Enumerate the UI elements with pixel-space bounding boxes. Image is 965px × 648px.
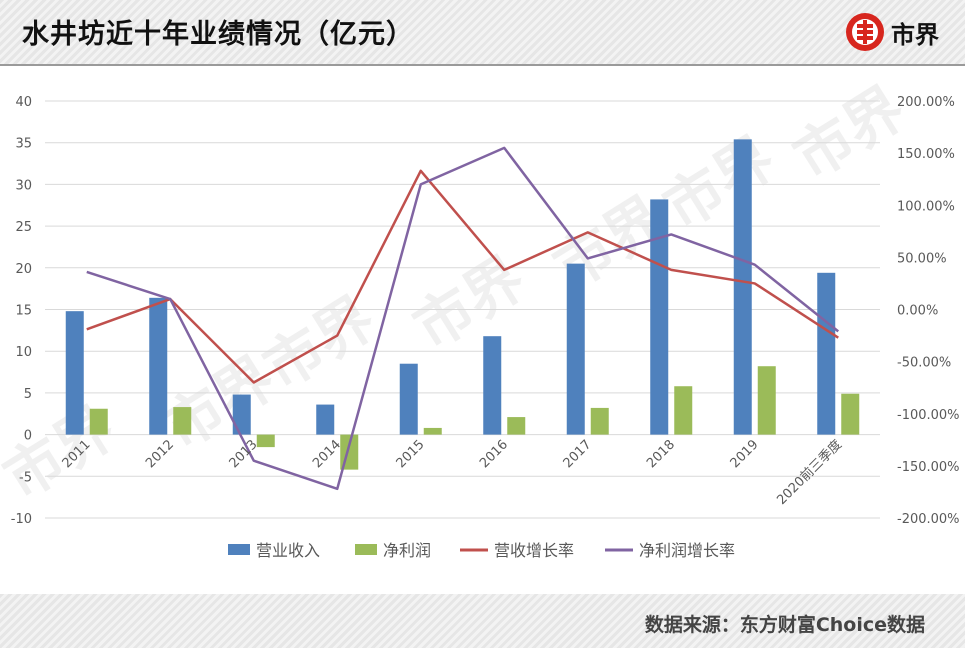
- x-tick-label: 2017: [561, 437, 595, 471]
- watermark-text-3: 市界: [402, 243, 536, 362]
- revenue-bar-5: [483, 336, 502, 435]
- data-source: 数据来源：东方财富Choice数据: [644, 614, 925, 636]
- bars: [65, 139, 860, 470]
- x-axis: 2011 2012 2013 2014 2015 2016 2017 2018 2019 2020…: [60, 437, 846, 508]
- y2-tick-label: 0.00%: [897, 304, 938, 319]
- revenue-bar-4: [399, 363, 418, 435]
- footer-band: 数据来源：东方财富Choice数据: [0, 594, 965, 648]
- x-tick-label: 2013: [227, 437, 261, 471]
- y2-tick-label: -150.00%: [897, 460, 960, 475]
- y-tick-label: 30: [15, 178, 32, 193]
- brand-emblem-icon: [846, 13, 884, 51]
- legend-swatch-1: [355, 544, 377, 555]
- x-tick-label: 2015: [394, 437, 428, 471]
- revenue-bar-9: [817, 272, 836, 435]
- legend-swatch-0: [228, 544, 250, 555]
- y2-tick-label: 100.00%: [897, 199, 955, 214]
- revenue-bar-1: [149, 297, 168, 435]
- profit-bar-4: [423, 427, 442, 435]
- y-tick-label: 15: [15, 304, 32, 319]
- revenue-bar-7: [650, 199, 669, 435]
- x-tick-label: 2012: [143, 437, 177, 471]
- legend-label-1: 净利润: [383, 541, 431, 560]
- y-tick-label: 10: [15, 345, 32, 360]
- header-band: 水井坊近十年业绩情况（亿元） 市界: [0, 0, 965, 64]
- y2-tick-label: 50.00%: [897, 251, 947, 266]
- profit-bar-0: [89, 408, 108, 435]
- legend-label-0: 营业收入: [256, 541, 320, 560]
- brand-name: 市界: [891, 20, 939, 49]
- profit-bar-6: [590, 407, 609, 435]
- profit-bar-8: [757, 366, 776, 435]
- chart-title: 水井坊近十年业绩情况（亿元）: [22, 19, 414, 50]
- x-tick-label: 2018: [644, 437, 678, 471]
- profit-bar-5: [507, 417, 526, 435]
- revenue-bar-8: [733, 139, 752, 435]
- x-tick-label: 2020前三季度: [774, 437, 845, 508]
- brand-logo: 市界: [845, 12, 939, 52]
- y-tick-label: 35: [15, 137, 32, 152]
- legend: 营业收入 净利润 营收增长率 净利润增长率: [228, 541, 735, 560]
- y-tick-label: 5: [24, 387, 32, 402]
- profit-bar-7: [674, 386, 693, 435]
- y-tick-label: -5: [19, 470, 32, 485]
- y2-tick-label: -100.00%: [897, 408, 960, 423]
- y-tick-label: 40: [15, 95, 32, 110]
- y-tick-label: -10: [11, 512, 32, 527]
- header-divider: [0, 64, 965, 66]
- y-axis-right: 200.00% 150.00% 100.00% 50.00% 0.00% -50.00% -…: [897, 95, 960, 527]
- watermark-text-5: 市界: [652, 123, 786, 242]
- y-tick-label: 20: [15, 262, 32, 277]
- y2-tick-label: 200.00%: [897, 95, 955, 110]
- revenue-bar-6: [566, 263, 585, 435]
- x-tick-label: 2014: [310, 437, 344, 471]
- y-tick-label: 0: [24, 429, 32, 444]
- y2-tick-label: -200.00%: [897, 512, 960, 527]
- profit-bar-1: [173, 407, 192, 435]
- profit-bar-9: [841, 393, 860, 435]
- revenue-bar-2: [232, 394, 251, 435]
- watermark-text-6: 市界: [782, 73, 916, 192]
- profit-bar-2: [256, 434, 275, 448]
- y2-tick-label: -50.00%: [897, 356, 951, 371]
- y-tick-label: 25: [15, 220, 32, 235]
- revenue-bar-0: [65, 311, 84, 435]
- profit-growth-line: [86, 146, 840, 491]
- revenue-growth-line: [86, 169, 839, 384]
- revenue-bar-3: [316, 404, 335, 435]
- x-tick-label: 2019: [728, 437, 762, 471]
- y-axis-left: 40 35 30 25 20 15 10 5 0 -5 -10: [11, 95, 32, 527]
- lines: [86, 146, 840, 491]
- legend-label-3: 净利润增长率: [639, 541, 735, 560]
- x-tick-label: 2016: [477, 437, 511, 471]
- y2-tick-label: 150.00%: [897, 147, 955, 162]
- legend-label-2: 营收增长率: [494, 541, 574, 560]
